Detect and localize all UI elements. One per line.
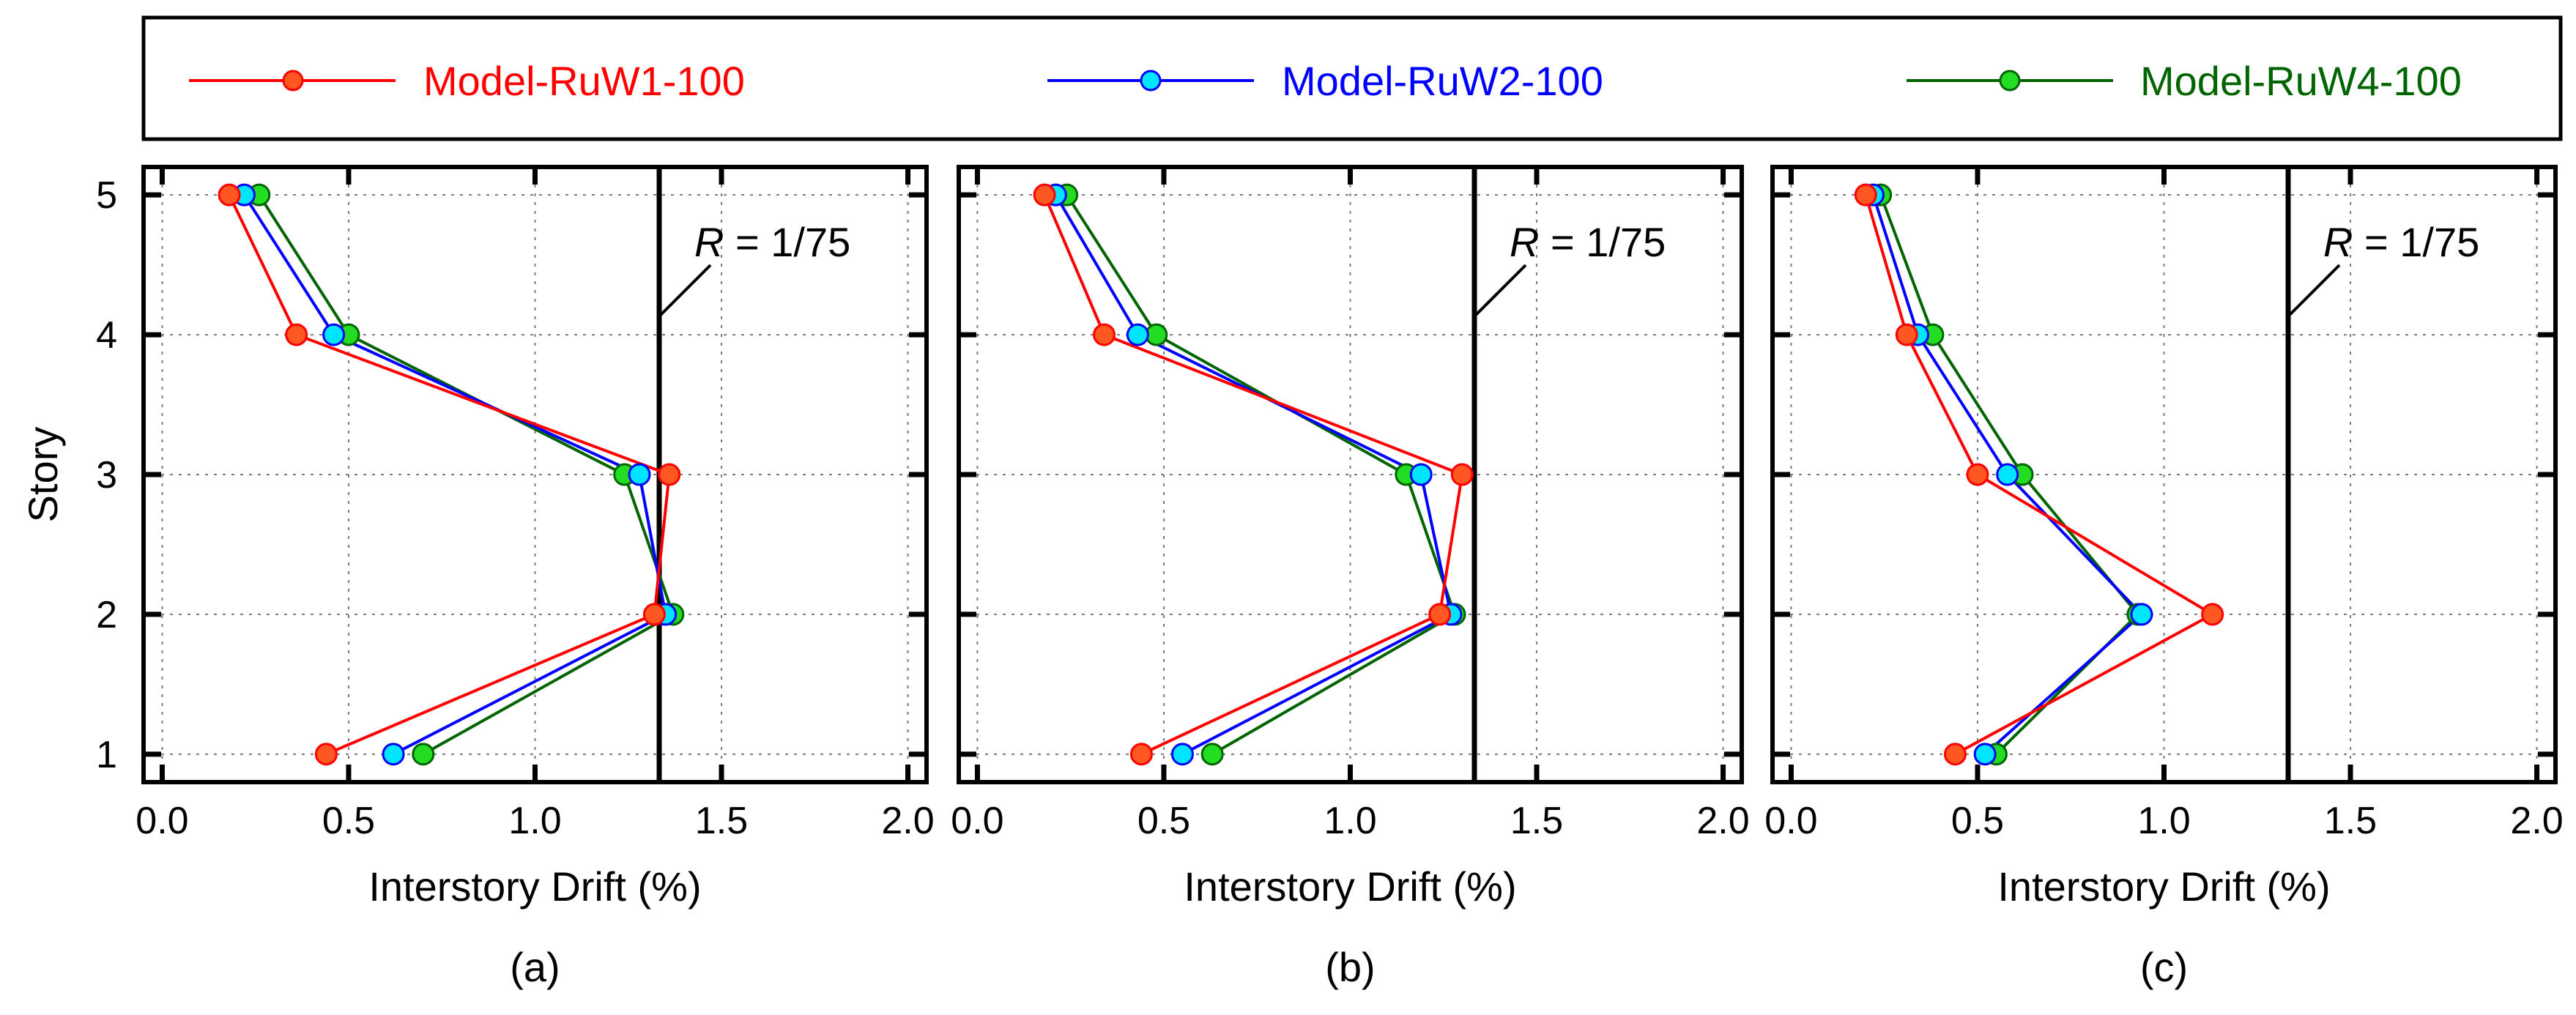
panel-b: 0.0 0.5 1.0 1.5 2.0 R = 1/75 Interstory Drift … [951,165,1750,990]
data-point-b-s2-story4 [1126,323,1149,346]
data-point-b-s1-story2 [1428,603,1452,626]
data-point-c-s1-story1 [1943,743,1967,766]
x-tick-label-a-0: 0.0 [136,800,188,842]
x-tick-label-a-4: 2.0 [881,800,934,842]
x-tick-label-c-3: 1.5 [2324,800,2377,842]
data-point-c-s1-story4 [1895,323,1918,346]
x-tick-label-b-2: 1.0 [1324,800,1376,842]
reference-label-a: R = 1/75 [694,219,850,265]
legend: Model-RuW1-100 Model-RuW2-100 Model-RuW4… [141,15,2563,141]
data-point-a-s1-story4 [285,323,308,346]
legend-entry-2: Model-RuW2-100 [1047,58,1603,104]
y-axis-title: Story [20,427,66,523]
data-point-a-s2-story4 [322,323,346,346]
legend-marker-1 [282,70,304,92]
y-tick-label-a-1: 2 [96,594,117,636]
panel-label-b: (b) [1325,944,1375,990]
x-tick-label-a-3: 1.5 [695,800,748,842]
x-tick-label-c-0: 0.0 [1764,800,1817,842]
x-tick-label-b-1: 0.5 [1137,800,1190,842]
data-point-b-s2-story1 [1170,743,1194,766]
x-tick-label-b-0: 0.0 [951,800,1003,842]
legend-label-3: Model-RuW4-100 [2140,58,2462,104]
x-tick-label-b-3: 1.5 [1510,800,1563,842]
x-tick-label-a-2: 1.0 [508,800,561,842]
data-point-c-s2-story1 [1973,743,1997,766]
y-tick-label-a-0: 1 [96,734,117,776]
y-tick-label-a-4: 5 [96,174,117,217]
data-point-b-s1-story4 [1093,323,1116,346]
legend-marker-2 [1140,70,1162,92]
data-point-c-s1-story5 [1854,183,1877,207]
reference-leader-b [1473,264,1527,318]
legend-entry-3: Model-RuW4-100 [1907,58,2462,104]
x-axis-title-c: Interstory Drift (%) [1997,863,2330,910]
reference-leader-a [658,264,712,318]
data-point-c-s2-story2 [2130,603,2153,626]
y-tick-label-a-3: 4 [96,314,117,357]
data-point-b-s3-story1 [1200,743,1224,766]
data-point-b-s2-story3 [1409,463,1433,486]
data-point-b-s1-story5 [1033,183,1056,207]
y-tick-label-a-2: 3 [96,454,117,497]
reference-label-c: R = 1/75 [2323,219,2479,265]
x-axis-title-b: Interstory Drift (%) [1184,863,1516,910]
x-tick-label-a-1: 0.5 [322,800,375,842]
data-point-a-s2-story3 [628,463,651,486]
panel-label-c: (c) [2140,944,2188,990]
data-point-b-s3-story4 [1145,323,1168,346]
data-point-a-s1-story2 [642,603,666,626]
data-point-a-s1-story3 [658,463,681,486]
x-tick-label-c-1: 0.5 [1951,800,2004,842]
panel-a: 0.0 0.5 1.0 1.5 2.0 1 2 3 4 5 R = 1/75 Interstory D… [96,165,935,990]
x-tick-label-c-2: 1.0 [2137,800,2190,842]
legend-label-2: Model-RuW2-100 [1282,58,1603,104]
panel-label-a: (a) [510,944,560,990]
data-point-a-s2-story1 [382,743,405,766]
data-point-a-s1-story1 [314,743,338,766]
data-point-c-s1-story3 [1966,463,1989,486]
reference-label-b: R = 1/75 [1510,219,1666,265]
data-point-b-s1-story3 [1450,463,1474,486]
data-point-b-s1-story1 [1129,743,1153,766]
data-point-a-s3-story1 [412,743,435,766]
data-point-c-s1-story2 [2201,603,2224,626]
x-axis-title-a: Interstory Drift (%) [368,863,701,910]
legend-entry-1: Model-RuW1-100 [189,58,745,104]
legend-label-1: Model-RuW1-100 [423,58,745,104]
legend-marker-3 [1999,70,2021,92]
x-tick-label-c-4: 2.0 [2510,800,2563,842]
data-point-a-s1-story5 [218,183,241,207]
legend-frame [141,15,2563,141]
x-tick-label-b-4: 2.0 [1696,800,1749,842]
reference-leader-c [2287,264,2341,318]
panel-c: 0.0 0.5 1.0 1.5 2.0 R = 1/75 Interstory Drift … [1764,165,2564,990]
data-point-c-s2-story3 [1996,463,2019,486]
